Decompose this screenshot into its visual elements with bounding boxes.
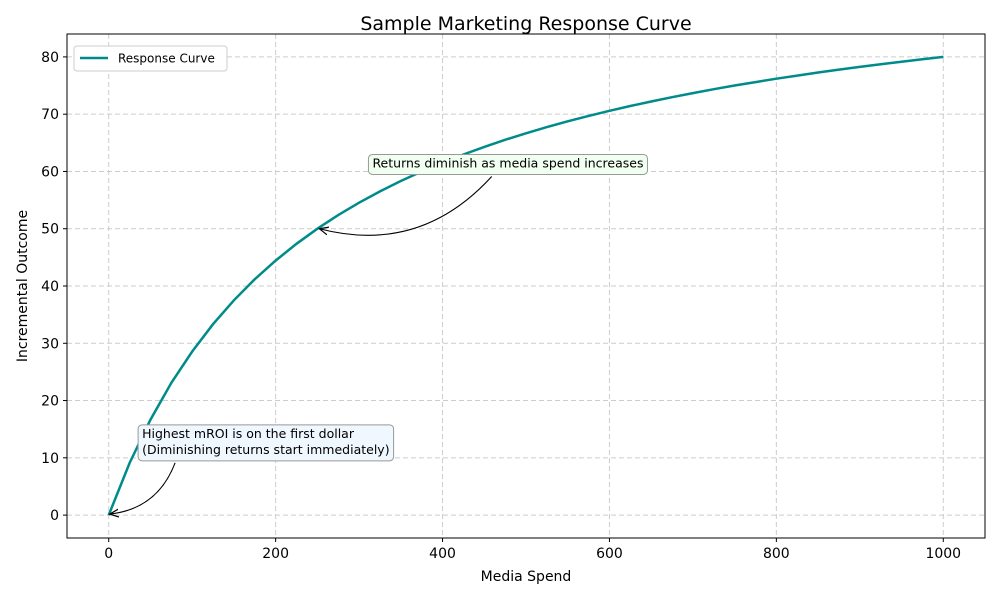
annotation-text: Highest mROI is on the first dollar [142, 426, 355, 441]
x-tick-label: 1000 [925, 546, 961, 562]
y-tick-label: 0 [50, 508, 59, 524]
annotation: Highest mROI is on the first dollar(Dimi… [110, 424, 395, 514]
annotations: Highest mROI is on the first dollar(Dimi… [110, 153, 648, 514]
legend-label: Response Curve [118, 52, 215, 66]
annotation: Returns diminish as media spend increase… [319, 153, 648, 236]
y-tick-label: 50 [41, 222, 59, 238]
legend-box [73, 45, 228, 72]
axis-ticks: 0 200 400 600 800 1000 0 10 20 30 40 50 60 70 80 [41, 50, 961, 562]
y-axis-label: Incremental Outcome [15, 210, 31, 362]
legend: Response Curve [73, 45, 228, 72]
annotation-text: Returns diminish as media spend increase… [372, 155, 643, 170]
curve-layer [107, 55, 944, 516]
y-tick-label: 60 [41, 164, 59, 180]
chart-title: Sample Marketing Response Curve [360, 13, 691, 35]
annotation-arrow [110, 462, 176, 514]
y-tick-label: 40 [41, 279, 59, 295]
x-tick-label: 0 [104, 546, 113, 562]
annotation-text: (Diminishing returns start immediately) [142, 442, 389, 457]
y-tick-label: 30 [41, 336, 59, 352]
annotation-box [367, 153, 648, 175]
annotation-arrow [319, 176, 493, 236]
y-tick-label: 70 [41, 107, 59, 123]
y-tick-label: 80 [41, 50, 59, 66]
response-curve-line [107, 55, 944, 516]
x-axis-label: Media Spend [481, 569, 572, 585]
y-tick-label: 20 [41, 394, 59, 410]
x-tick-label: 400 [429, 546, 456, 562]
x-tick-label: 800 [763, 546, 790, 562]
x-tick-label: 200 [262, 546, 289, 562]
grid [67, 34, 985, 538]
x-tick-label: 600 [596, 546, 623, 562]
y-tick-label: 10 [41, 451, 59, 467]
annotation-box [137, 424, 395, 462]
